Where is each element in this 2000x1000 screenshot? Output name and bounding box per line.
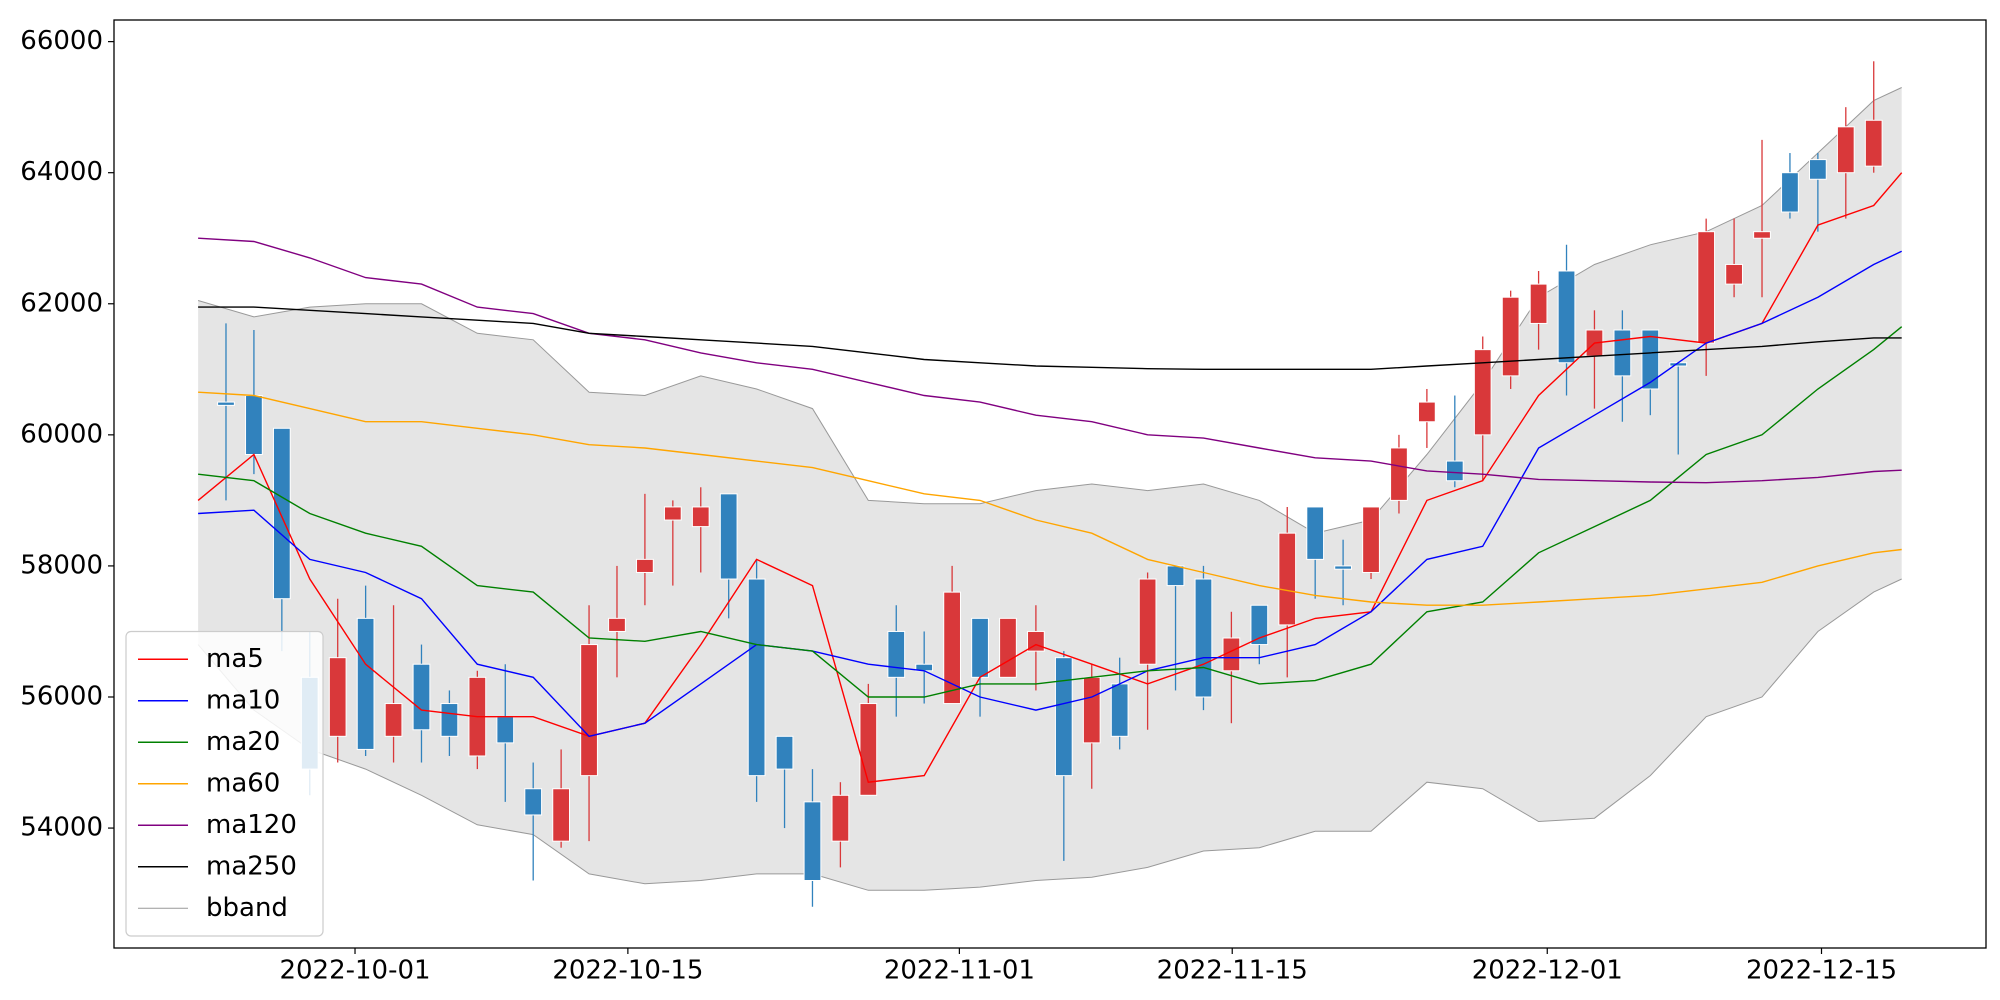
x-tick-label: 2022-12-15 [1746,956,1897,986]
candle-body [636,558,654,573]
candle-body [831,794,850,842]
candle-body [1529,283,1548,324]
candle-body [1613,329,1632,377]
y-tick-label: 58000 [20,550,103,580]
line-4 [198,237,1902,484]
candle-body [1194,578,1213,698]
candle-body [1390,447,1408,501]
candle-body [1781,172,1799,213]
candle-body [1082,676,1101,744]
candle-body [747,578,766,777]
candle-body [1808,159,1827,180]
x-tick-label: 2022-11-01 [884,956,1035,986]
x-tick-label: 2022-10-01 [279,956,430,986]
candle-body [496,716,515,744]
candle-body [1836,126,1855,174]
candle-body [1557,270,1576,364]
line-2 [198,326,1903,698]
y-tick-label: 62000 [20,288,103,318]
band-lower [197,578,1902,891]
candle-body [719,493,738,580]
candle-body [1166,565,1185,587]
candle-body [691,506,710,528]
plot-frame [113,19,1987,949]
candle-body [217,401,235,406]
candle-body [1641,329,1660,390]
line-3 [198,391,1902,606]
candle-body [1334,565,1352,570]
candle-body [552,788,571,842]
candle-body [272,427,291,600]
candle-body [971,617,989,678]
candle-body [1753,231,1771,239]
candle-body [608,617,626,632]
legend-label: ma120 [206,810,297,840]
candle-body [245,395,263,456]
candle-body [1418,401,1436,423]
candle-body [1725,263,1743,285]
candle-body [1054,657,1073,777]
candle-body [356,617,375,750]
candle-body [384,703,403,737]
legend-label: ma5 [206,644,264,674]
candle-body [1697,231,1716,344]
legend-label: ma10 [206,685,280,715]
candle-body [859,703,878,796]
candle-body [999,617,1017,678]
candle-body [1473,349,1492,436]
legend: ma5 ma10 ma20 ma60 ma120 ma250 bband [125,630,324,937]
legend-label: ma20 [206,727,280,757]
y-tick-label: 60000 [20,419,103,449]
x-tick-label: 2022-10-15 [552,956,703,986]
candle-body [1864,119,1883,167]
line-0 [197,172,1903,783]
candle-body [440,703,459,737]
y-tick-label: 64000 [20,157,103,187]
legend-box [125,630,324,937]
candle-body [1362,506,1380,573]
y-tick-label: 66000 [20,26,103,56]
legend-label: bband [206,893,288,923]
candle-body [1138,578,1157,665]
legend-label: ma60 [206,768,280,798]
candle-body [1445,460,1464,482]
line-5 [198,306,1902,370]
legend-label: ma250 [206,851,297,881]
candle-body [803,801,822,881]
candle-body [1501,296,1520,377]
candle-body [1278,532,1297,626]
candle-body [1306,506,1325,560]
band-upper [197,87,1902,534]
candle-body [412,663,431,731]
candle-body [775,735,794,770]
x-tick-label: 2022-11-15 [1157,956,1308,986]
candle-body [524,788,543,816]
y-tick-label: 54000 [20,813,103,843]
candle-body [328,657,347,737]
candle-body [663,506,682,521]
y-tick-label: 56000 [20,681,103,711]
candle-body [943,591,961,705]
candle-body [1110,683,1129,737]
candle-body [1250,604,1269,646]
line-1 [198,250,1902,738]
candle-body [580,644,598,777]
candle-body [887,630,906,678]
x-tick-label: 2022-12-01 [1472,956,1623,986]
band-fill [198,87,1902,891]
